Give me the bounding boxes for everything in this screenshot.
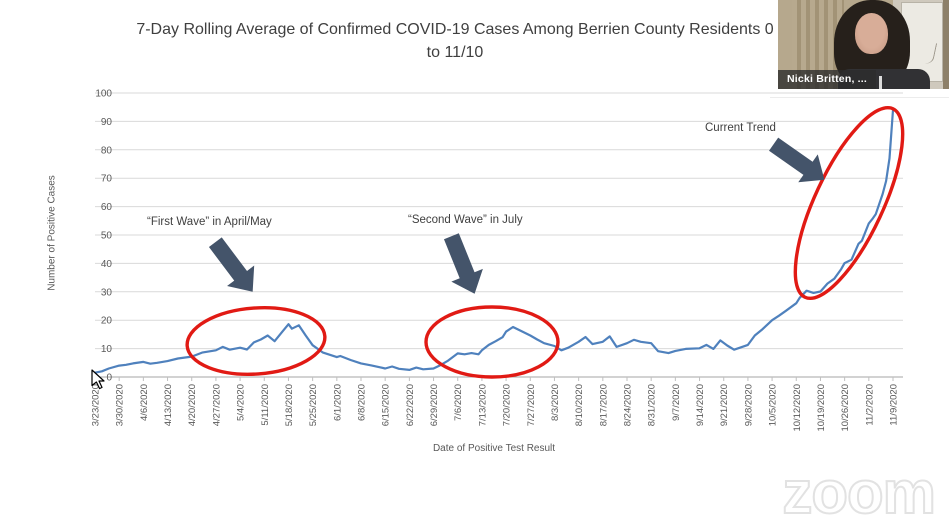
- annotation-current-trend: Current Trend: [705, 122, 776, 134]
- chart-title: 7-Day Rolling Average of Confirmed COVID…: [95, 18, 815, 64]
- svg-text:20: 20: [101, 316, 113, 327]
- svg-text:9/14/2020: 9/14/2020: [695, 384, 706, 426]
- participant-name-label: Nicki Britten, ...: [778, 70, 877, 89]
- current-trend-arrow: [769, 137, 825, 183]
- current-trend-ellipse: [793, 105, 905, 301]
- mouse-cursor: [91, 369, 105, 390]
- svg-text:6/1/2020: 6/1/2020: [332, 384, 343, 421]
- svg-text:80: 80: [101, 145, 113, 156]
- svg-text:8/3/2020: 8/3/2020: [550, 384, 561, 421]
- svg-text:6/8/2020: 6/8/2020: [357, 384, 368, 421]
- svg-text:8/10/2020: 8/10/2020: [574, 384, 585, 426]
- svg-text:8/17/2020: 8/17/2020: [598, 384, 609, 426]
- first-wave-ellipse: [185, 306, 327, 376]
- svg-text:5/25/2020: 5/25/2020: [308, 384, 319, 426]
- x-axis-title: Date of Positive Test Result: [432, 443, 556, 454]
- y-axis-tick-labels: 0 10 20 30 40 50 60 70 80 90 100: [95, 89, 112, 384]
- svg-text:7/6/2020: 7/6/2020: [453, 384, 464, 421]
- first-wave-arrow: [208, 237, 255, 292]
- chart-title-line1: 7-Day Rolling Average of Confirmed COVID…: [136, 21, 774, 38]
- svg-text:7/13/2020: 7/13/2020: [477, 384, 488, 426]
- svg-text:4/6/2020: 4/6/2020: [139, 384, 150, 421]
- svg-text:70: 70: [101, 174, 113, 185]
- svg-text:10: 10: [101, 344, 113, 355]
- second-wave-ellipse: [424, 305, 560, 379]
- svg-text:4/27/2020: 4/27/2020: [211, 384, 222, 426]
- svg-text:11/2/2020: 11/2/2020: [864, 384, 875, 426]
- svg-text:4/20/2020: 4/20/2020: [187, 384, 198, 426]
- webcam-video-tile[interactable]: Nicki Britten, ...: [778, 0, 949, 89]
- annotation-first-wave: “First Wave” in April/May: [147, 216, 272, 228]
- svg-text:9/21/2020: 9/21/2020: [719, 384, 730, 426]
- chart-title-line2: to 11/10: [426, 44, 484, 61]
- svg-text:5/18/2020: 5/18/2020: [284, 384, 295, 426]
- svg-text:60: 60: [101, 202, 113, 213]
- svg-text:9/28/2020: 9/28/2020: [743, 384, 754, 426]
- svg-text:6/15/2020: 6/15/2020: [381, 384, 392, 426]
- second-wave-arrow: [443, 233, 483, 294]
- annotation-second-wave: “Second Wave” in July: [408, 214, 523, 226]
- svg-text:8/31/2020: 8/31/2020: [647, 384, 658, 426]
- svg-text:7/20/2020: 7/20/2020: [502, 384, 513, 426]
- participant-collar: [879, 76, 882, 89]
- svg-text:4/13/2020: 4/13/2020: [163, 384, 174, 426]
- svg-text:10/26/2020: 10/26/2020: [840, 384, 851, 432]
- svg-text:7/27/2020: 7/27/2020: [526, 384, 537, 426]
- svg-text:50: 50: [101, 231, 113, 242]
- svg-text:11/9/2020: 11/9/2020: [889, 384, 900, 426]
- svg-text:90: 90: [101, 117, 113, 128]
- rolling-average-line: [93, 108, 895, 374]
- svg-text:5/4/2020: 5/4/2020: [236, 384, 247, 421]
- svg-text:30: 30: [101, 287, 113, 298]
- svg-text:6/29/2020: 6/29/2020: [429, 384, 440, 426]
- svg-text:9/7/2020: 9/7/2020: [671, 384, 682, 421]
- svg-text:6/22/2020: 6/22/2020: [405, 384, 416, 426]
- svg-text:10/12/2020: 10/12/2020: [792, 384, 803, 432]
- svg-text:5/11/2020: 5/11/2020: [260, 384, 271, 426]
- svg-text:0: 0: [106, 373, 112, 384]
- participant-face: [855, 13, 888, 54]
- svg-text:3/23/2020: 3/23/2020: [91, 384, 102, 426]
- svg-text:3/30/2020: 3/30/2020: [115, 384, 126, 426]
- background-wall-edge: [943, 0, 949, 89]
- zoom-logo-watermark: zoom: [781, 459, 937, 525]
- svg-text:10/19/2020: 10/19/2020: [816, 384, 827, 432]
- webcam-bottom-divider: [770, 97, 949, 98]
- gridlines: [95, 92, 903, 378]
- svg-text:8/24/2020: 8/24/2020: [623, 384, 634, 426]
- svg-text:10/5/2020: 10/5/2020: [768, 384, 779, 426]
- svg-text:100: 100: [95, 89, 112, 100]
- svg-text:40: 40: [101, 259, 113, 270]
- x-axis-tick-labels: 3/23/2020 3/30/2020 4/6/2020 4/13/2020 4/20/…: [91, 377, 900, 432]
